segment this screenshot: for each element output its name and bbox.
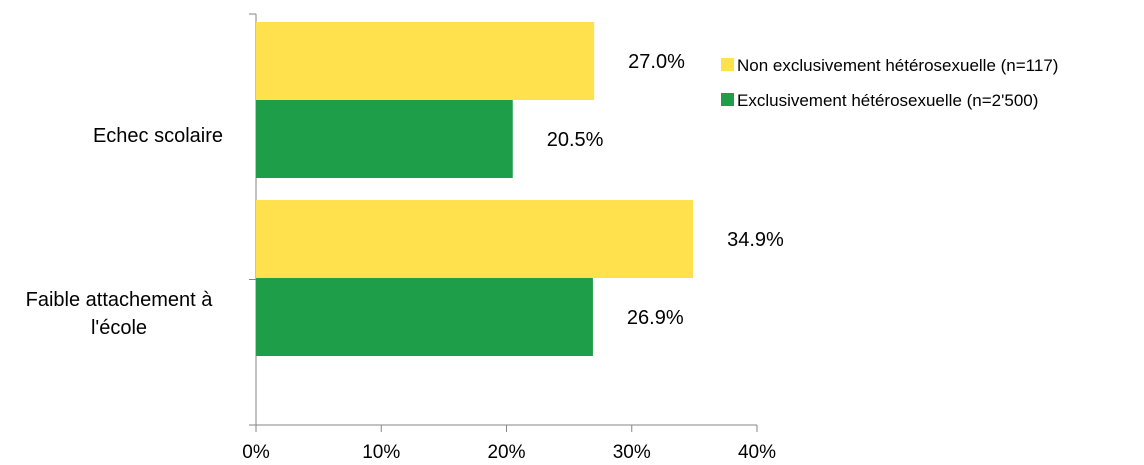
labels: 27.0% 20.5% Echec scolaire 34.9% 26.9% Faible… — [26, 51, 784, 339]
bar — [256, 200, 694, 278]
legend-swatch — [721, 93, 734, 106]
x-tick-label: 30% — [613, 442, 651, 463]
category-label-line: Faible attachement à — [26, 289, 214, 311]
category-label-line: l'école — [91, 317, 147, 339]
data-label: 27.0% — [628, 51, 685, 73]
bar — [256, 100, 513, 178]
legend: Non exclusivement hétérosexuelle (n=117)… — [721, 56, 1058, 110]
x-tick-label: 0% — [242, 442, 270, 463]
data-label: 34.9% — [727, 229, 784, 251]
x-tick-label: 10% — [362, 442, 400, 463]
bar — [256, 22, 595, 100]
data-label: 20.5% — [547, 129, 604, 151]
legend-label: Exclusivement hétérosexuelle (n=2'500) — [737, 91, 1038, 110]
axes: 0% 10% 20% 30% 40% — [242, 13, 776, 463]
legend-swatch — [721, 58, 734, 71]
legend-label: Non exclusivement hétérosexuelle (n=117) — [737, 56, 1058, 75]
x-tick-label: 20% — [487, 442, 525, 463]
category-label-line: Echec scolaire — [93, 125, 223, 147]
category-label: Faible attachement à l'école — [26, 289, 214, 339]
x-tick-label: 40% — [738, 442, 776, 463]
bars — [256, 22, 694, 356]
data-label: 26.9% — [627, 307, 684, 329]
category-label: Echec scolaire — [93, 125, 223, 147]
bar — [256, 278, 593, 356]
